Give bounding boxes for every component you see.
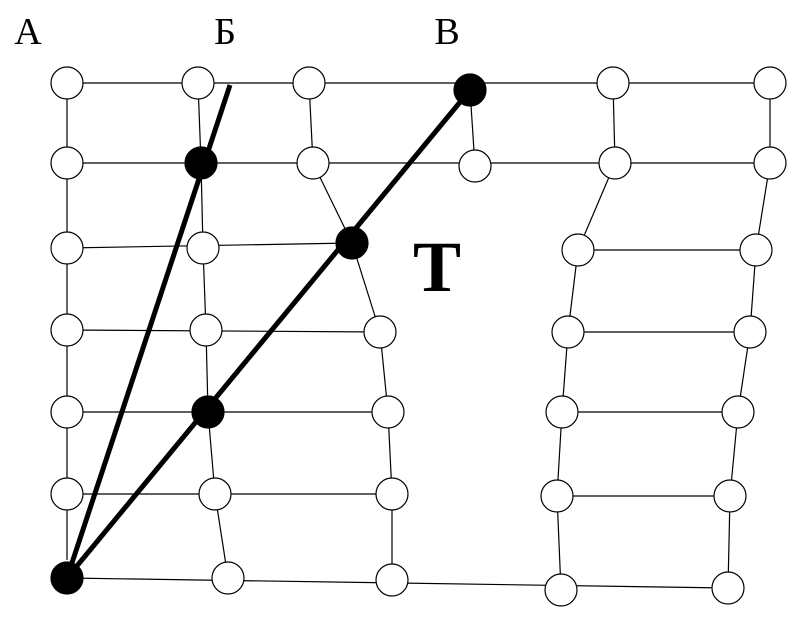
black-node	[191, 395, 225, 429]
node	[50, 313, 84, 347]
node	[753, 146, 787, 180]
node	[211, 561, 245, 595]
node	[596, 66, 630, 100]
node	[544, 573, 578, 607]
node	[733, 315, 767, 349]
node	[50, 395, 84, 429]
label-v: В	[434, 11, 459, 53]
black-node	[50, 561, 84, 595]
node	[189, 313, 223, 347]
node	[375, 477, 409, 511]
black-node	[184, 146, 218, 180]
black-node	[335, 226, 369, 260]
label-t: Т	[413, 227, 461, 307]
edge	[66, 329, 381, 333]
node	[371, 395, 405, 429]
node	[711, 571, 745, 605]
node	[296, 146, 330, 180]
node	[50, 231, 84, 265]
node	[375, 563, 409, 597]
grid-lines	[66, 82, 771, 591]
node	[721, 395, 755, 429]
thick-lines	[64, 84, 472, 580]
nodes	[50, 66, 787, 607]
node	[363, 315, 397, 349]
node	[545, 395, 579, 429]
label-a: А	[14, 11, 42, 53]
node	[561, 233, 595, 267]
node	[598, 146, 632, 180]
node	[186, 231, 220, 265]
node	[713, 479, 747, 513]
node	[458, 149, 492, 183]
node	[50, 146, 84, 180]
node	[540, 479, 574, 513]
node	[50, 66, 84, 100]
node	[198, 477, 232, 511]
node	[551, 315, 585, 349]
node	[292, 66, 326, 100]
node	[181, 66, 215, 100]
label-b: Б	[214, 11, 236, 53]
black-node	[453, 73, 487, 107]
thick-line	[65, 88, 472, 580]
node	[753, 66, 787, 100]
node	[50, 477, 84, 511]
node	[739, 233, 773, 267]
